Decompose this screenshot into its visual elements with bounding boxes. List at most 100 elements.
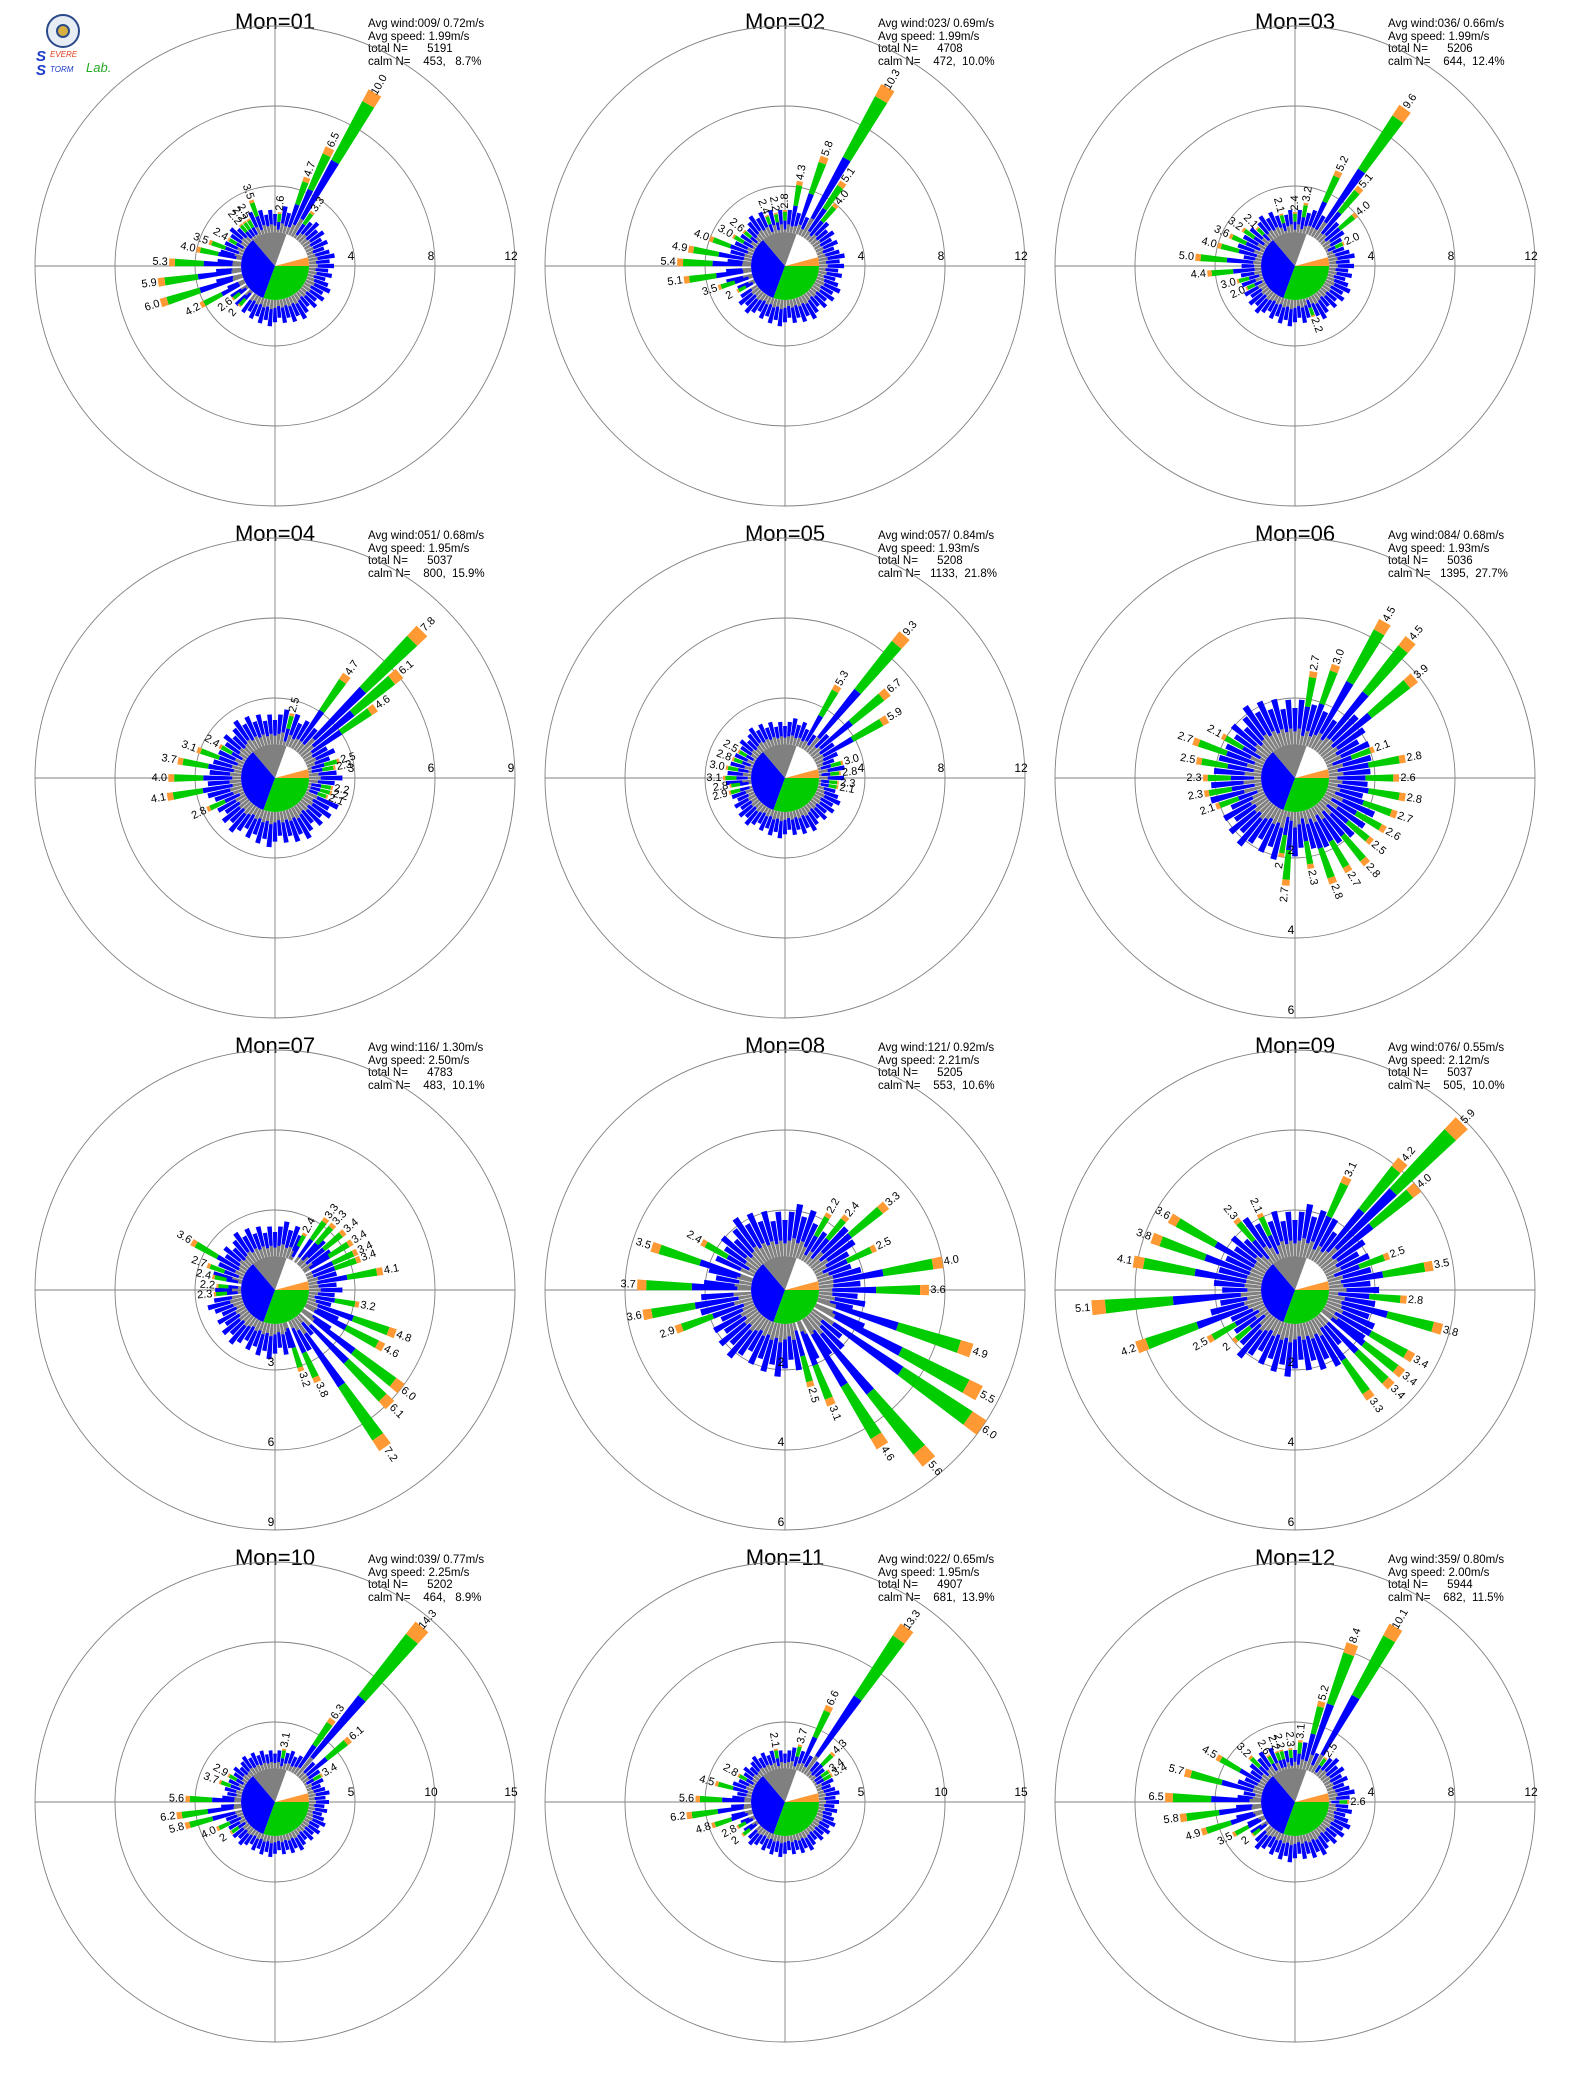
speed-segment-green [1175,1218,1218,1248]
ring-tick-label: 9 [268,1515,275,1529]
calm-segment [253,235,257,239]
wind-sector [279,1748,287,1769]
wind-sector [1278,811,1291,858]
calm-segment [279,1244,285,1257]
calm-segment [239,747,250,758]
calm-segment [247,1827,255,1835]
speed-segment-green [854,640,902,695]
wind-sector [1318,1313,1395,1390]
wind-bar [1256,700,1275,733]
speed-segment-blue [228,1285,239,1289]
calm-segment [1328,772,1344,777]
wind-bar [254,303,263,317]
calm-segment [805,1315,824,1335]
calm-segment [1313,221,1327,239]
calm-segment [1279,1322,1288,1341]
center-pie-slice [773,266,819,300]
ring-tick-label: 3 [348,761,355,775]
wind-bar [307,1769,321,1780]
wind-sector [773,212,781,233]
speed-segment-green [286,715,294,730]
calm-segment [810,747,822,758]
wind-bar [1283,1842,1290,1857]
speed-segment-green [1208,786,1233,797]
calm-segment [261,1246,268,1258]
speed-segment-green [1231,234,1248,246]
calm-segment [1286,1835,1291,1843]
ring-tick-label: 2 [778,1355,785,1369]
wind-bar [1337,1789,1355,1797]
wind-sector [1308,1175,1352,1260]
speed-segment-orange [1378,824,1387,834]
calm-segment [1257,1815,1265,1821]
calm-segment [252,1318,260,1328]
speed-segment-orange [229,1830,234,1835]
wind-bar [806,1834,817,1846]
calm-segment [786,1761,790,1769]
speed-segment-orange [346,1239,354,1248]
speed-segment-blue [1327,245,1336,252]
calm-segment [1310,1245,1322,1262]
wind-bar [284,1229,294,1249]
calm-segment [1286,226,1291,233]
speed-segment-orange [309,210,315,216]
calm-segment [276,733,281,745]
calm-segment [1289,299,1294,310]
calm-segment [818,267,826,271]
wind-sector [213,1291,242,1297]
calm-segment [1299,1238,1306,1257]
speed-segment-green [1340,833,1366,862]
ring-tick-label: 8 [938,249,945,263]
calm-segment [285,226,291,235]
wind-sector [800,684,842,750]
speed-segment-orange [372,1433,391,1452]
calm-segment [276,229,280,233]
wind-bar [248,1757,257,1769]
speed-segment-blue [1211,1796,1250,1803]
calm-segment [813,281,822,288]
wind-bar [798,721,808,739]
speed-segment-blue [303,1332,346,1388]
wind-sector [177,757,242,774]
speed-segment-blue [736,776,748,780]
calm-segment [1243,1297,1263,1306]
wind-bar [284,212,292,227]
speed-segment-blue [1245,241,1261,251]
speed-segment-orange [1288,1748,1293,1750]
sector-value-label: 2.3 [1186,772,1201,784]
sector-value-label: 3.1 [180,738,198,755]
wind-bar [277,1750,282,1763]
calm-segment [308,1793,316,1798]
calm-segment [776,811,781,819]
calm-segment [1328,260,1337,265]
wind-bar [1210,1301,1245,1316]
speed-segment-green [243,222,251,231]
speed-segment-green [1258,1216,1272,1237]
center-pie-slice [253,744,275,778]
wind-bar [814,1768,825,1778]
speed-segment-blue [1249,1314,1266,1329]
wind-bar [1257,1757,1270,1771]
calm-segment [812,796,821,804]
wind-bar [773,306,780,321]
wind-sector [1150,1232,1264,1280]
calm-segment [818,773,822,777]
calm-segment [754,801,762,809]
wind-sector [813,1773,834,1787]
sector-value-label: 2.7 [1396,810,1414,827]
wind-bar [746,739,758,751]
speed-segment-green [820,1753,834,1767]
wind-rose-svg: 14.36.36.13.43.12.93.75.66.25.8 4.0 25 10 15 [34,1561,518,2043]
calm-segment [759,805,767,814]
calm-segment [798,808,804,816]
wind-rose-panel: Mon=03 Avg wind:036/ 0.66m/s Avg speed: 1.… [1040,6,1550,516]
wind-bar [814,221,830,237]
stat-line: calm N= 800, 15.9% [368,567,485,580]
speed-segment-green [712,237,732,249]
calm-segment [238,1264,248,1272]
sector-value-label: 4.5 [1380,605,1398,624]
center-pie-slice [1295,234,1328,266]
wind-sector [808,1751,836,1779]
wind-bar [1318,1218,1339,1248]
ring-tick-label: 4 [1368,249,1375,263]
